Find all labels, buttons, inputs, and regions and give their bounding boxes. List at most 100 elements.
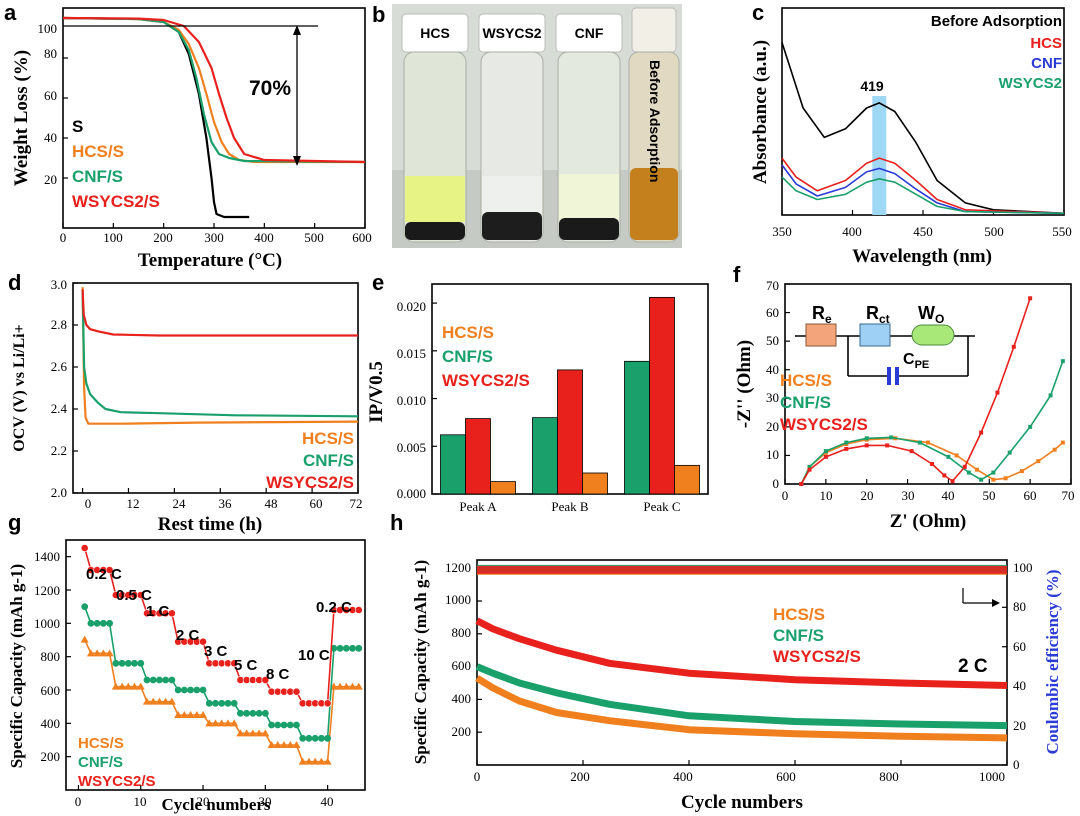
panel-label-e: e	[372, 270, 384, 295]
ytick-label: 40	[766, 362, 779, 377]
data-point	[909, 449, 914, 454]
vial-label-hcs: HCS	[420, 25, 450, 41]
data-point	[118, 682, 127, 690]
bar-hcss-peak-c	[674, 464, 700, 495]
data-point	[248, 729, 257, 737]
data-point	[199, 711, 208, 718]
bar-cnfs-peak-b	[532, 417, 558, 495]
data-point	[218, 699, 226, 707]
xtick-label: 0	[474, 769, 481, 784]
data-point	[137, 659, 145, 667]
panel-g-ylabel: Specific Capacity (mAh g-1)	[7, 564, 26, 768]
series-line-wsycs2	[781, 176, 1065, 215]
data-point	[349, 644, 356, 652]
data-point	[180, 711, 189, 718]
data-point	[950, 479, 955, 484]
data-point	[217, 719, 226, 727]
legend-hcs: HCS	[1030, 35, 1062, 52]
ytick-label: 10	[766, 447, 779, 462]
ytick-label: 20	[44, 172, 57, 187]
rate-label: 3 C	[204, 643, 228, 660]
data-point	[149, 697, 158, 705]
series-line-hcss	[62, 16, 365, 164]
rate-label: 8 C	[266, 666, 290, 683]
data-point	[255, 709, 263, 717]
data-point	[268, 721, 275, 729]
y2tick-label: 40	[1013, 678, 1026, 693]
bar-cnfs-peak-c	[624, 360, 650, 495]
xtick-label: 20	[197, 794, 210, 809]
data-point	[212, 699, 219, 707]
data-point	[230, 719, 239, 727]
ytick-label: 200	[41, 749, 61, 764]
panel-g-yticklabels: 200 400 600 800 1000 1200 1400	[34, 549, 60, 764]
data-point	[156, 676, 163, 684]
series-line-wsycs2s	[81, 289, 358, 337]
xtick-label: 10	[134, 794, 147, 809]
ytick-label: 0.005	[397, 440, 426, 455]
data-point	[979, 430, 984, 435]
panel-a-ylabel: Weight Loss (%)	[11, 50, 32, 186]
data-point	[193, 686, 201, 694]
data-point	[1060, 359, 1065, 364]
data-point	[292, 687, 301, 696]
data-point	[930, 462, 935, 466]
data-point	[305, 734, 313, 742]
xtick-label: 200	[570, 769, 590, 784]
data-point	[87, 619, 95, 627]
data-point	[298, 757, 307, 765]
xtick-label: 20	[861, 488, 874, 503]
y2tick-label: 60	[1013, 639, 1026, 654]
panel-h: h 0 200 400 600 800 1000 200 400 600 800…	[390, 510, 1062, 813]
y2tick-label: 20	[1013, 718, 1026, 733]
data-point	[261, 729, 270, 737]
series-line-cnfs	[62, 16, 366, 164]
xtick-label: 0	[85, 496, 92, 511]
panel-b: b HCS WSYCS2 CNF	[372, 2, 682, 248]
panel-c-xlabel: Wavelength (nm)	[852, 246, 992, 267]
panel-a: a 0 100 200 300 400 500 600 20 40 60 80 …	[4, 0, 372, 271]
panel-e-xticklabels: Peak A Peak B Peak C	[459, 499, 680, 514]
vial-cnf: CNF	[555, 13, 623, 243]
data-point	[1048, 393, 1053, 398]
data-point	[844, 446, 849, 451]
ytick-label: 80	[44, 46, 57, 61]
xtick-label: 1000	[979, 769, 1005, 784]
xtick-label: 200	[153, 230, 173, 245]
xtick-label: 0	[782, 488, 789, 503]
data-point	[105, 566, 114, 574]
legend-hcs: HCS/S	[302, 429, 354, 448]
ytick-label: 3.0	[51, 277, 67, 292]
ytick-label: 200	[452, 724, 472, 739]
data-point	[205, 719, 214, 727]
data-point	[807, 467, 812, 472]
xtick-label: 600	[352, 230, 372, 245]
panel-e-yticklabels: 0.000 0.005 0.010 0.015 0.020	[397, 299, 426, 501]
data-point	[864, 443, 869, 448]
vial-label-wsycs2: WSYCS2	[482, 25, 541, 41]
data-point	[99, 649, 108, 657]
panel-e-ylabel: IP/V0.5	[366, 361, 387, 423]
panel-a-xlabel: Temperature (°C)	[138, 250, 282, 271]
legend-wsycs2: WSYCS2/S	[773, 647, 861, 666]
data-point	[336, 682, 345, 690]
data-point	[966, 470, 971, 475]
data-point	[249, 709, 257, 717]
data-point	[823, 449, 828, 454]
series-line-s	[62, 16, 250, 219]
legend-hcs: HCS/S	[78, 735, 124, 752]
data-point	[86, 649, 95, 657]
data-point	[223, 719, 232, 727]
bar-wsycs2s-peak-b	[557, 369, 583, 495]
data-point	[1019, 469, 1024, 474]
xtick-label: 100	[103, 230, 123, 245]
xtick-label: 400	[254, 230, 274, 245]
xtick-label: 400	[673, 769, 693, 784]
panel-d-yticklabels: 2.0 2.2 2.4 2.6 2.8 3.0	[51, 277, 68, 500]
data-point	[864, 436, 869, 441]
data-point	[80, 544, 89, 552]
data-point	[124, 659, 132, 667]
panel-f-legend: HCS/S CNF/S WSYCS2/S	[780, 371, 868, 434]
panel-h-y2ticklabels: 0 20 40 60 80 100	[1013, 560, 1033, 772]
data-point	[280, 721, 288, 729]
